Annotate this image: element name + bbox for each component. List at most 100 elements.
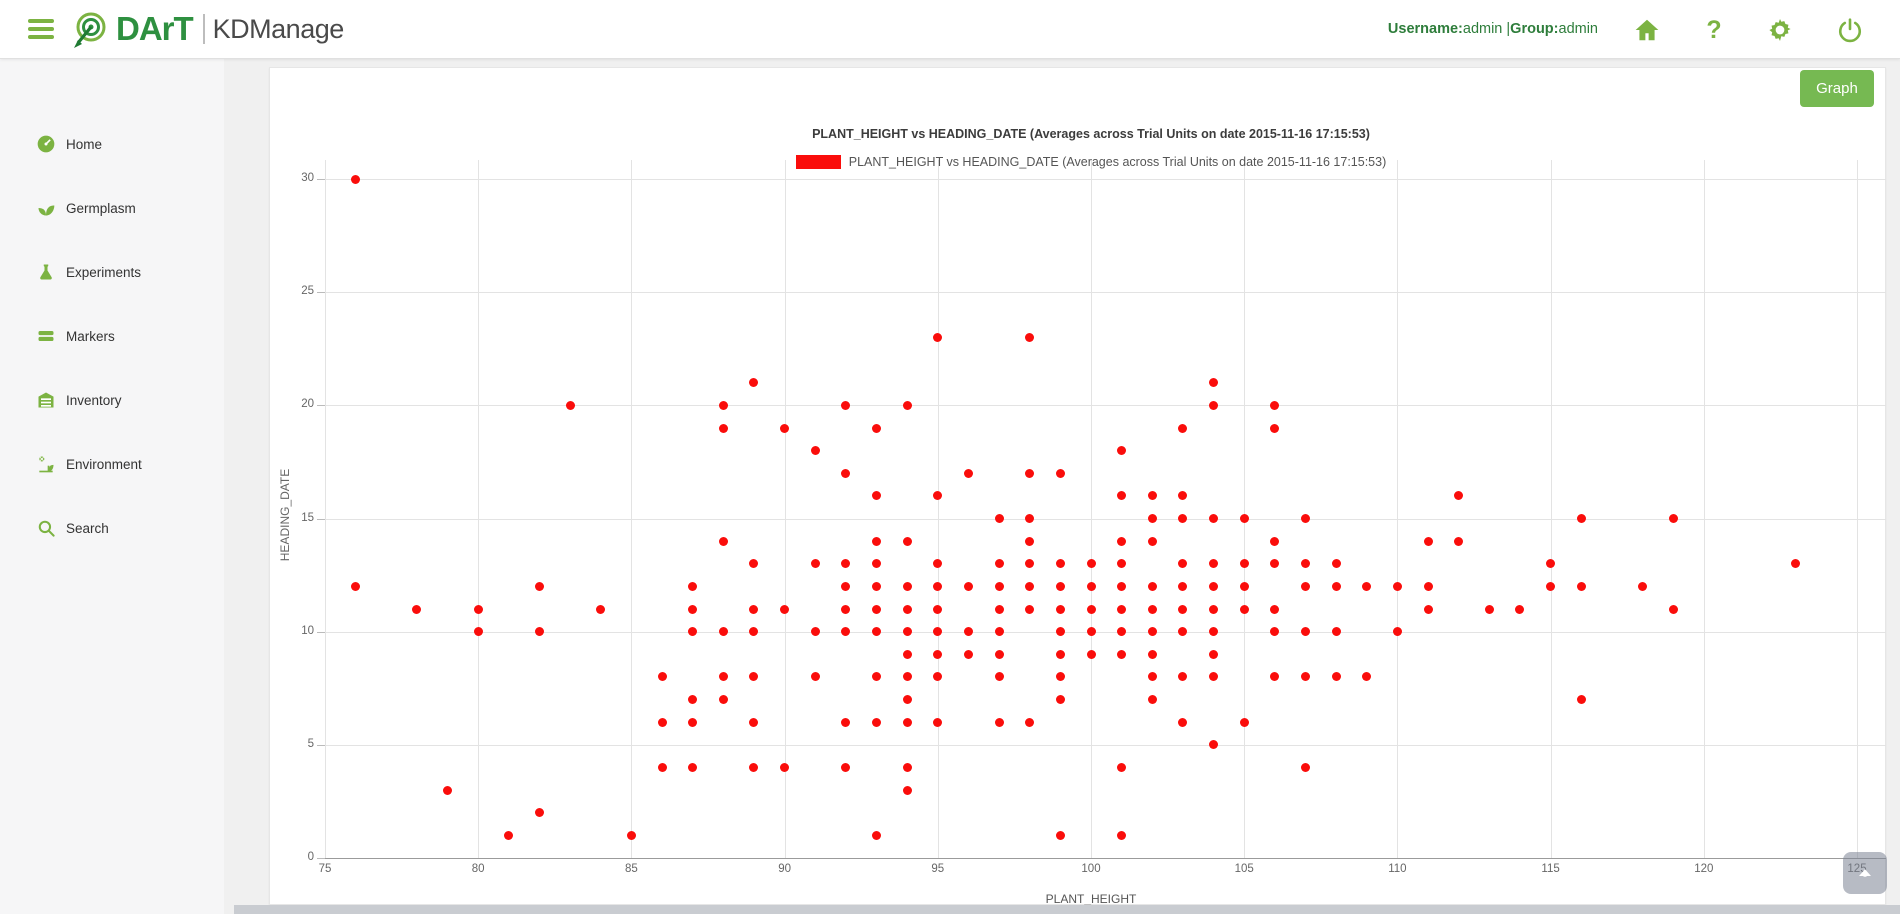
data-point: [872, 717, 882, 727]
data-point: [1668, 604, 1678, 614]
data-point: [718, 400, 728, 410]
dashboard-icon: [36, 134, 56, 154]
dart-target-logo: [74, 12, 106, 48]
data-point: [1270, 559, 1280, 569]
y-tick-label: 0: [307, 851, 314, 863]
data-point: [1055, 559, 1065, 569]
x-gridline: [325, 160, 326, 858]
sidebar-item-experiments[interactable]: Experiments: [0, 252, 224, 292]
data-point: [1209, 559, 1219, 569]
legend-label: PLANT_HEIGHT vs HEADING_DATE (Averages a…: [848, 155, 1387, 169]
data-point: [841, 762, 851, 772]
data-point: [1270, 423, 1280, 433]
data-point: [780, 423, 790, 433]
data-point: [1239, 559, 1249, 569]
data-point: [688, 604, 698, 614]
data-point: [1392, 627, 1402, 637]
data-point: [841, 468, 851, 478]
scroll-to-top-button[interactable]: [1843, 852, 1887, 894]
sidebar-item-inventory[interactable]: Inventory: [0, 380, 224, 420]
data-point: [1086, 604, 1096, 614]
brand-dart-text: DArT: [116, 10, 194, 47]
seedling-icon: [36, 198, 56, 218]
settings-gear-icon[interactable]: [1766, 16, 1794, 44]
sidebar-item-markers[interactable]: Markers: [0, 316, 224, 356]
data-point: [1791, 559, 1801, 569]
horizontal-scrollbar[interactable]: [234, 905, 1900, 914]
sidebar-item-environment[interactable]: Environment: [0, 444, 224, 484]
data-point: [963, 581, 973, 591]
sidebar-item-label: Inventory: [66, 392, 122, 408]
data-point: [1209, 627, 1219, 637]
y-tick-label: 20: [301, 398, 314, 411]
data-point: [1270, 604, 1280, 614]
data-point: [473, 604, 483, 614]
y-tick-mark: [317, 405, 325, 407]
graph-button[interactable]: Graph: [1800, 70, 1874, 107]
data-point: [626, 830, 636, 840]
data-point: [902, 627, 912, 637]
data-point: [1055, 830, 1065, 840]
sidebar-item-germplasm[interactable]: Germplasm: [0, 188, 224, 228]
data-point: [1209, 740, 1219, 750]
data-point: [1117, 762, 1127, 772]
home-icon[interactable]: [1633, 16, 1661, 44]
sidebar-item-search[interactable]: Search: [0, 508, 224, 548]
x-tick-label: 75: [318, 863, 332, 875]
data-point: [1484, 604, 1494, 614]
x-tick-label: 100: [1081, 863, 1101, 875]
x-gridline: [1703, 160, 1705, 858]
data-point: [1025, 514, 1035, 524]
data-point: [994, 717, 1004, 727]
data-point: [1576, 695, 1586, 705]
data-point: [1025, 559, 1035, 569]
data-point: [872, 627, 882, 637]
data-point: [902, 762, 912, 772]
data-point: [1209, 514, 1219, 524]
data-point: [810, 559, 820, 569]
data-point: [565, 400, 575, 410]
data-point: [933, 627, 943, 637]
y-tick-mark: [317, 631, 325, 633]
data-point: [1055, 672, 1065, 682]
data-point: [1239, 581, 1249, 591]
data-point: [1147, 604, 1157, 614]
data-point: [933, 559, 943, 569]
x-tick-label: 80: [471, 863, 485, 875]
data-point: [749, 627, 759, 637]
y-tick-label: 10: [301, 624, 314, 637]
data-point: [1117, 627, 1127, 637]
x-tick-label: 85: [624, 863, 638, 875]
data-point: [1117, 536, 1127, 546]
data-point: [1147, 672, 1157, 682]
hamburger-icon[interactable]: [28, 19, 54, 39]
data-point: [902, 695, 912, 705]
data-point: [841, 581, 851, 591]
y-tick-mark: [317, 518, 325, 520]
data-point: [1239, 514, 1249, 524]
data-point: [1392, 581, 1402, 591]
data-point: [596, 604, 606, 614]
plant-gear-icon: [36, 454, 56, 474]
y-tick-mark: [317, 744, 325, 746]
x-gridline: [1397, 160, 1399, 858]
chart-title: PLANT_HEIGHT vs HEADING_DATE (Averages a…: [812, 127, 1370, 141]
data-point: [1270, 627, 1280, 637]
data-point: [1454, 536, 1464, 546]
help-icon[interactable]: ?: [1706, 15, 1722, 44]
data-point: [902, 581, 912, 591]
sidebar-item-home[interactable]: Home: [0, 124, 224, 164]
power-icon[interactable]: [1836, 16, 1864, 44]
data-point: [810, 627, 820, 637]
data-point: [1055, 581, 1065, 591]
data-point: [841, 400, 851, 410]
group-value: admin: [1558, 21, 1599, 37]
data-point: [1209, 649, 1219, 659]
data-point: [1423, 536, 1433, 546]
data-point: [1178, 491, 1188, 501]
data-point: [443, 785, 453, 795]
data-point: [933, 649, 943, 659]
sidebar-item-label: Experiments: [66, 264, 142, 280]
data-point: [1546, 559, 1556, 569]
data-point: [749, 559, 759, 569]
